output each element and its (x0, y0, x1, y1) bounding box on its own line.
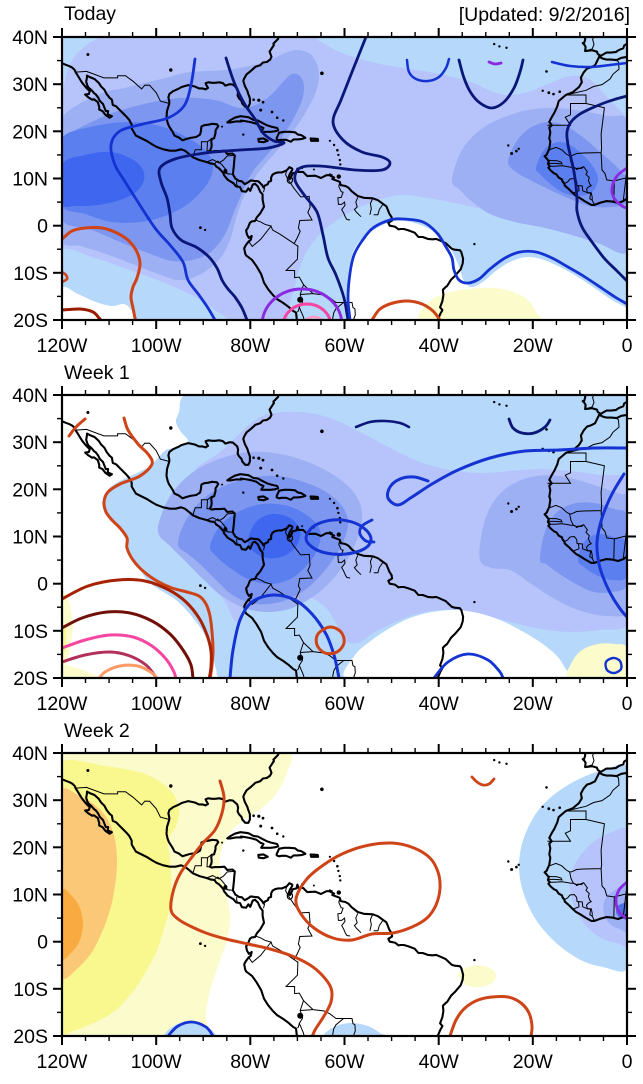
svg-text:80W: 80W (230, 335, 271, 357)
svg-text:0: 0 (622, 1051, 633, 1073)
svg-text:20W: 20W (513, 335, 554, 357)
svg-text:10S: 10S (13, 263, 48, 285)
svg-text:120W: 120W (37, 1051, 89, 1073)
svg-text:40W: 40W (419, 335, 460, 357)
svg-text:20S: 20S (13, 668, 48, 690)
svg-text:Today: Today (64, 3, 116, 25)
svg-text:100W: 100W (131, 335, 183, 357)
svg-text:100W: 100W (131, 1051, 183, 1073)
svg-text:30N: 30N (12, 432, 48, 454)
svg-text:100W: 100W (131, 693, 183, 715)
svg-text:0: 0 (37, 574, 48, 596)
svg-text:10S: 10S (13, 979, 48, 1001)
svg-text:40N: 40N (12, 385, 48, 407)
svg-text:20N: 20N (12, 121, 48, 143)
svg-text:20W: 20W (513, 693, 554, 715)
svg-text:20N: 20N (12, 479, 48, 501)
svg-text:20S: 20S (13, 310, 48, 332)
svg-text:0: 0 (37, 216, 48, 238)
svg-text:Week 1: Week 1 (64, 362, 130, 384)
svg-text:10S: 10S (13, 621, 48, 643)
svg-text:10N: 10N (12, 885, 48, 907)
svg-text:60W: 60W (324, 335, 365, 357)
svg-text:[Updated: 9/2/2016]: [Updated: 9/2/2016] (459, 4, 630, 26)
svg-text:0: 0 (622, 335, 633, 357)
svg-text:120W: 120W (37, 693, 89, 715)
svg-text:40N: 40N (12, 743, 48, 765)
svg-text:40W: 40W (419, 1051, 460, 1073)
svg-text:10N: 10N (12, 169, 48, 191)
svg-text:20S: 20S (13, 1026, 48, 1048)
svg-text:60W: 60W (324, 693, 365, 715)
svg-text:40N: 40N (12, 27, 48, 49)
svg-text:Week 2: Week 2 (64, 720, 130, 742)
svg-text:80W: 80W (230, 1051, 271, 1073)
svg-text:30N: 30N (12, 74, 48, 96)
svg-text:0: 0 (37, 932, 48, 954)
svg-text:60W: 60W (324, 1051, 365, 1073)
svg-text:80W: 80W (230, 693, 271, 715)
svg-text:20W: 20W (513, 1051, 554, 1073)
svg-text:30N: 30N (12, 790, 48, 812)
svg-text:20N: 20N (12, 837, 48, 859)
svg-text:10N: 10N (12, 527, 48, 549)
svg-text:40W: 40W (419, 693, 460, 715)
svg-text:0: 0 (622, 693, 633, 715)
svg-text:120W: 120W (37, 335, 89, 357)
